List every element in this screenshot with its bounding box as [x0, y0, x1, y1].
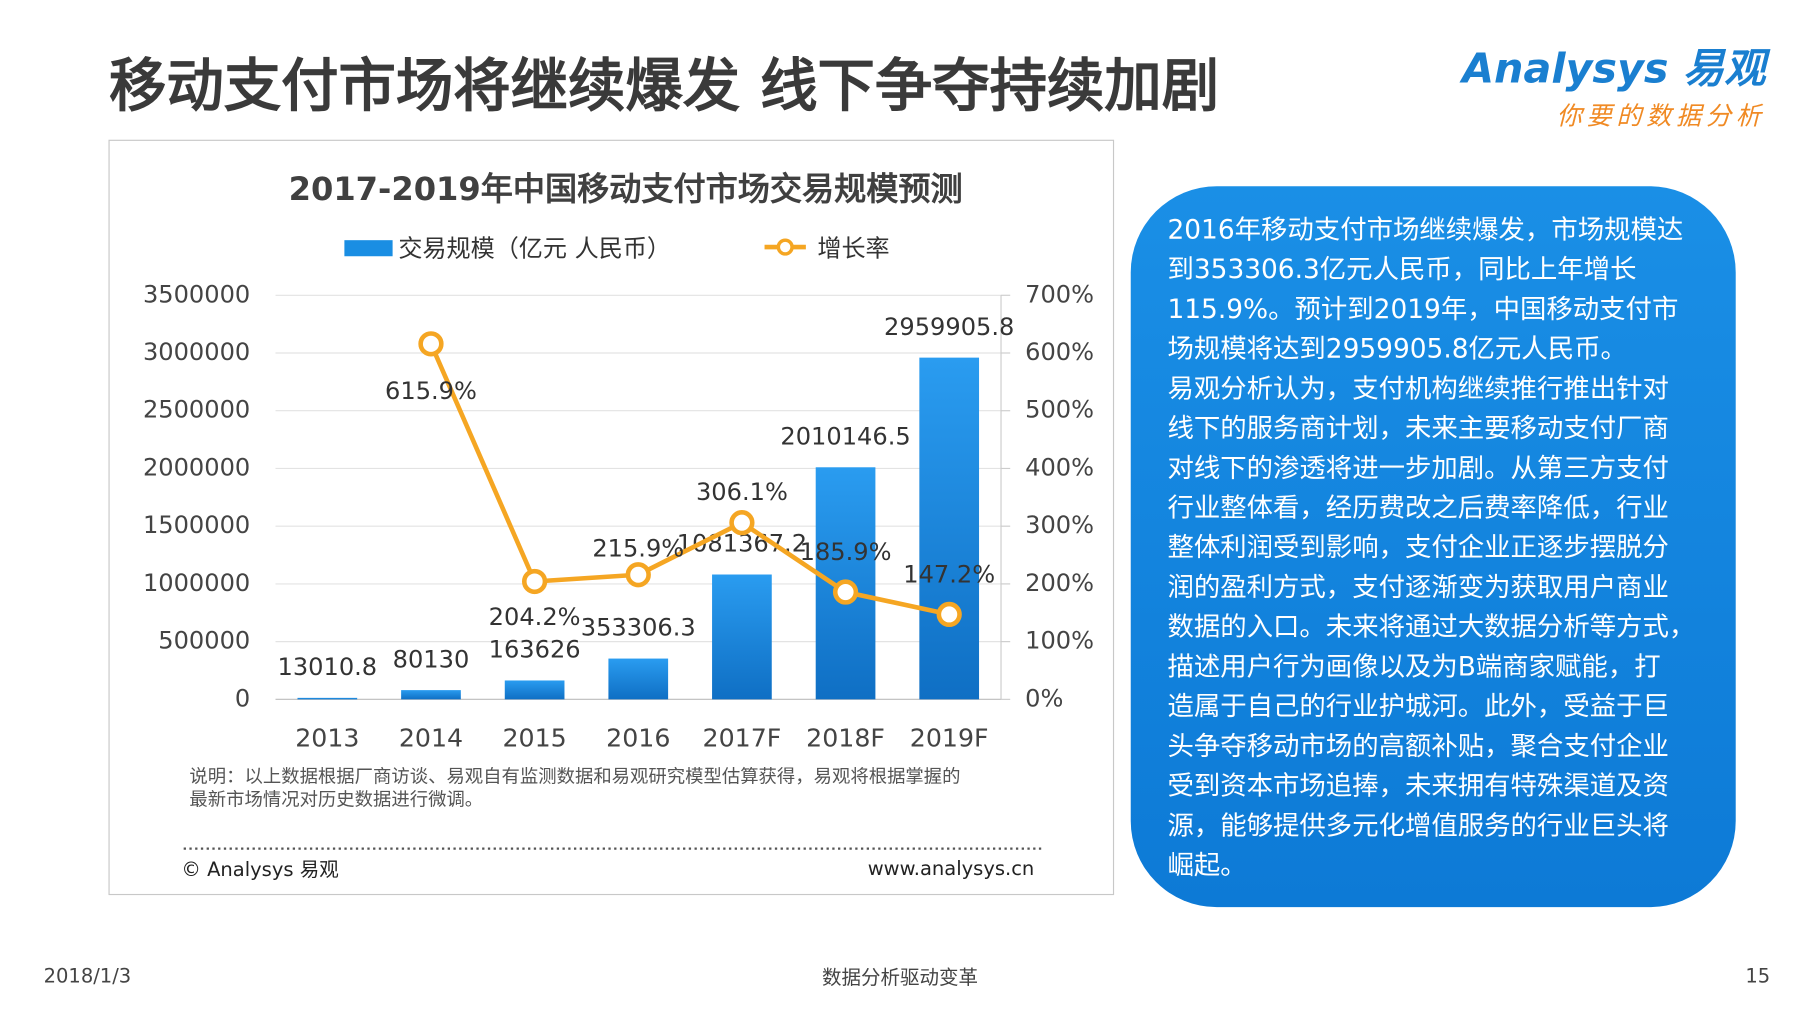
growth-point	[832, 579, 859, 605]
slogan: 你要的数据分析	[1557, 101, 1766, 130]
y-tick-label: 3000000	[143, 338, 250, 366]
footer-center: 数据分析驱动变革	[822, 966, 978, 989]
text-line: 描述用户行为画像以及为B端商家赋能，打	[1167, 651, 1660, 682]
bar	[712, 574, 772, 700]
growth-label: 615.9%	[385, 377, 477, 405]
text-line: 受到资本市场追捧，未来拥有特殊渠道及资	[1167, 771, 1668, 802]
y2-tick-label: 500%	[1025, 396, 1094, 424]
logo: Analysys 易观	[1459, 44, 1771, 92]
y2-tick-label: 700%	[1025, 280, 1094, 308]
legend-label: 交易规模（亿元 人民币）	[398, 234, 671, 262]
legend-swatch	[344, 240, 393, 257]
text-line: 行业整体看，经历费改之后费率降低，行业	[1167, 493, 1668, 524]
bar	[297, 697, 358, 700]
slide-title: 移动支付市场将继续爆发 线下争夺持续加剧	[109, 52, 1219, 119]
y2-tick-label: 400%	[1025, 453, 1094, 481]
text-line: 崛起。	[1167, 850, 1246, 881]
text-line: 源，能够提供多元化增值服务的行业巨头将	[1167, 810, 1668, 841]
x-tick-label: 2015	[502, 724, 566, 753]
x-tick-label: 2017F	[703, 724, 782, 753]
growth-label: 185.9%	[800, 538, 892, 566]
y-tick-label: 1500000	[143, 511, 250, 539]
y-tick-label: 3500000	[143, 280, 250, 308]
growth-label: 147.2%	[903, 560, 995, 588]
y2-tick-label: 600%	[1025, 338, 1094, 366]
x-tick-label: 2016	[606, 724, 670, 753]
text-box	[1130, 186, 1736, 908]
y2-tick-label: 300%	[1025, 511, 1094, 539]
y-tick-label: 1000000	[143, 569, 250, 597]
growth-point	[625, 562, 651, 588]
bar-value-label: 2959905.8	[884, 313, 1014, 341]
bar-value-label: 2010146.5	[780, 422, 910, 450]
bar	[919, 357, 980, 700]
text-line: 场规模将达到2959905.8亿元人民币。	[1167, 334, 1626, 365]
note: 最新市场情况对历史数据进行微调。	[189, 789, 483, 810]
text-line: 造属于自己的行业护城河。此外，受益于巨	[1167, 691, 1668, 722]
text-line: 润的盈利方式，支付逐渐变为获取用户商业	[1167, 572, 1668, 603]
growth-line	[428, 342, 950, 617]
y-tick-label: 500000	[158, 627, 250, 655]
chart-title: 2017-2019年中国移动支付市场交易规模预测	[289, 170, 963, 208]
bar	[608, 658, 669, 700]
footer-date: 2018/1/3	[44, 965, 132, 988]
growth-point	[729, 510, 755, 536]
bar	[504, 680, 565, 700]
text-line: 对线下的渗透将进一步加剧。从第三方支付	[1167, 453, 1668, 484]
bar-value-label: 13010.8	[278, 653, 378, 681]
source: © Analysys 易观	[181, 858, 338, 881]
y-tick-label: 0	[235, 684, 250, 712]
growth-point	[418, 331, 444, 357]
y2-tick-label: 100%	[1025, 627, 1094, 655]
x-tick-label: 2014	[399, 724, 463, 753]
y-tick-label: 2500000	[143, 396, 250, 424]
text-line: 到353306.3亿元人民币，同比上年增长	[1167, 254, 1636, 285]
footer-page: 15	[1745, 965, 1770, 988]
bar-value-label: 163626	[489, 636, 581, 664]
growth-label: 215.9%	[592, 534, 684, 562]
y2-tick-label: 200%	[1025, 569, 1094, 597]
y2-tick-label: 0%	[1025, 684, 1063, 712]
x-tick-label: 2019F	[910, 724, 989, 753]
text-line: 头争夺移动市场的高额补贴，聚合支付企业	[1167, 731, 1668, 762]
bar-value-label: 80130	[393, 645, 470, 673]
y-tick-label: 2000000	[143, 453, 250, 481]
bar	[401, 690, 461, 700]
growth-point	[936, 601, 962, 628]
legend-marker	[776, 238, 794, 256]
x-tick-label: 2013	[295, 724, 359, 753]
growth-label: 306.1%	[696, 478, 788, 506]
note: 说明：以上数据根据厂商访谈、易观自有监测数据和易观研究模型估算获得，易观将根据掌…	[189, 766, 960, 787]
text-line: 2016年移动支付市场继续爆发，市场规模达	[1167, 214, 1683, 245]
bar-value-label: 353306.3	[581, 614, 696, 642]
growth-point	[521, 568, 548, 595]
growth-label: 204.2%	[489, 603, 581, 631]
source: www.analysys.cn	[868, 857, 1035, 880]
text-line: 线下的服务商计划，未来主要移动支付厂商	[1167, 413, 1668, 444]
text-line: 数据的入口。未来将通过大数据分析等方式，	[1167, 612, 1695, 643]
x-tick-label: 2018F	[806, 724, 885, 753]
text-line: 易观分析认为，支付机构继续推行推出针对	[1167, 373, 1668, 404]
text-line: 115.9%。预计到2019年，中国移动支付市	[1167, 294, 1678, 325]
legend-label: 增长率	[817, 234, 889, 262]
text-line: 整体利润受到影响，支付企业正逐步摆脱分	[1167, 532, 1668, 563]
